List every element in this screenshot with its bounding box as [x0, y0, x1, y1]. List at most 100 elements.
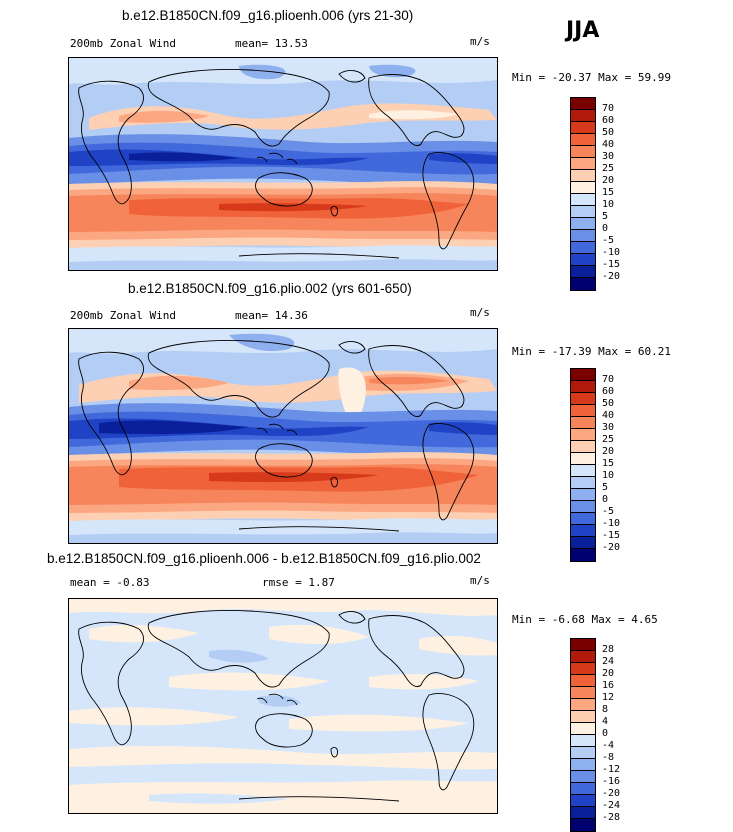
colorbar-tick-label: -20 [602, 271, 621, 282]
panel-2-colorbar-cell [571, 525, 595, 537]
panel-3-colorbar-cell [571, 639, 595, 651]
colorbar-tick-label: 20 [602, 446, 615, 457]
panel-1-colorbar-cell [571, 206, 595, 218]
colorbar-tick-label: -20 [602, 788, 621, 799]
panel-2-colorbar-cell [571, 513, 595, 525]
panel-3-center-label: rmse = 1.87 [262, 576, 335, 589]
panel-1-map [68, 57, 498, 271]
colorbar-tick-label: 10 [602, 199, 615, 210]
panel-2-colorbar-cell [571, 417, 595, 429]
colorbar-tick-label: 50 [602, 398, 615, 409]
colorbar-tick-label: -8 [602, 752, 615, 763]
panel-3-contour-field [69, 599, 497, 813]
colorbar-tick-label: 28 [602, 644, 615, 655]
panel-1-colorbar-cell [571, 182, 595, 194]
panel-3-units: m/s [470, 574, 490, 587]
panel-1-colorbar-cell [571, 98, 595, 110]
panel-1-colorbar [570, 97, 596, 291]
colorbar-tick-label: 24 [602, 656, 615, 667]
colorbar-tick-label: 25 [602, 163, 615, 174]
colorbar-tick-label: 40 [602, 410, 615, 421]
colorbar-tick-label: 50 [602, 127, 615, 138]
season-label: JJA [566, 18, 600, 43]
panel-2-colorbar-cell [571, 501, 595, 513]
panel-2-colorbar-cell [571, 381, 595, 393]
panel-1-colorbar-cell [571, 122, 595, 134]
panel-1-units: m/s [470, 35, 490, 48]
panel-2-map [68, 328, 498, 544]
panel-2-colorbar-cell [571, 441, 595, 453]
colorbar-tick-label: 30 [602, 422, 615, 433]
panel-2-colorbar-cell [571, 453, 595, 465]
colorbar-tick-label: -16 [602, 776, 621, 787]
panel-1-colorbar-cell [571, 134, 595, 146]
panel-2-colorbar-cell [571, 489, 595, 501]
panel-1-colorbar-cell [571, 194, 595, 206]
colorbar-tick-label: 5 [602, 482, 609, 493]
panel-1-colorbar-cell [571, 218, 595, 230]
panel-3-colorbar-cell [571, 819, 595, 831]
panel-3-colorbar-cell [571, 747, 595, 759]
colorbar-tick-label: 60 [602, 386, 615, 397]
panel-1-colorbar-cell [571, 110, 595, 122]
colorbar-tick-label: -15 [602, 259, 621, 270]
panel-2-colorbar [570, 368, 596, 562]
panel-3-colorbar-cell [571, 783, 595, 795]
panel-2-left-label: 200mb Zonal Wind [70, 309, 176, 322]
colorbar-tick-label: -4 [602, 740, 615, 751]
colorbar-tick-label: 0 [602, 494, 609, 505]
colorbar-tick-label: -5 [602, 506, 615, 517]
colorbar-tick-label: 25 [602, 434, 615, 445]
panel-1-colorbar-cell [571, 170, 595, 182]
panel-2-colorbar-cell [571, 405, 595, 417]
panel-1-colorbar-cell [571, 230, 595, 242]
colorbar-tick-label: -20 [602, 542, 621, 553]
panel-1-contour-field [69, 58, 497, 270]
panel-1-title: b.e12.B1850CN.f09_g16.plioenh.006 (yrs 2… [122, 8, 414, 23]
panel-1-colorbar-cell [571, 266, 595, 278]
panel-1-left-label: 200mb Zonal Wind [70, 37, 176, 50]
panel-3-minmax: Min = -6.68 Max = 4.65 [512, 613, 658, 626]
panel-3-map [68, 598, 498, 814]
colorbar-tick-label: 30 [602, 151, 615, 162]
panel-3-colorbar-cell [571, 651, 595, 663]
panel-1-colorbar-cell [571, 254, 595, 266]
colorbar-tick-label: -24 [602, 800, 621, 811]
panel-1-center-label: mean= 13.53 [235, 37, 308, 50]
colorbar-tick-label: 20 [602, 668, 615, 679]
panel-2-title: b.e12.B1850CN.f09_g16.plio.002 (yrs 601-… [128, 281, 412, 296]
colorbar-tick-label: 8 [602, 704, 609, 715]
panel-2-colorbar-cell [571, 549, 595, 561]
colorbar-tick-label: -15 [602, 530, 621, 541]
panel-1-colorbar-cell [571, 242, 595, 254]
colorbar-tick-label: 40 [602, 139, 615, 150]
panel-2-contour-field [69, 329, 497, 543]
panel-3-colorbar-cell [571, 663, 595, 675]
colorbar-tick-label: -5 [602, 235, 615, 246]
colorbar-tick-label: -12 [602, 764, 621, 775]
panel-2-colorbar-cell [571, 369, 595, 381]
colorbar-tick-label: 70 [602, 374, 615, 385]
colorbar-tick-label: -28 [602, 812, 621, 823]
panel-3-colorbar-cell [571, 735, 595, 747]
panel-1-colorbar-cell [571, 158, 595, 170]
panel-3-left-label: mean = -0.83 [70, 576, 150, 589]
panel-1-colorbar-cell [571, 278, 595, 290]
colorbar-tick-label: -10 [602, 247, 621, 258]
panel-3-colorbar [570, 638, 596, 832]
panel-2-minmax: Min = -17.39 Max = 60.21 [512, 345, 671, 358]
colorbar-tick-label: 70 [602, 103, 615, 114]
colorbar-tick-label: 15 [602, 458, 615, 469]
panel-2-colorbar-cell [571, 465, 595, 477]
panel-3-colorbar-cell [571, 807, 595, 819]
panel-2-colorbar-cell [571, 429, 595, 441]
panel-3-colorbar-cell [571, 675, 595, 687]
panel-3-colorbar-cell [571, 759, 595, 771]
colorbar-tick-label: 5 [602, 211, 609, 222]
panel-2-colorbar-cell [571, 393, 595, 405]
panel-2-colorbar-cell [571, 477, 595, 489]
panel-3-colorbar-cell [571, 723, 595, 735]
colorbar-tick-label: 12 [602, 692, 615, 703]
panel-3-colorbar-cell [571, 795, 595, 807]
panel-3-colorbar-cell [571, 771, 595, 783]
